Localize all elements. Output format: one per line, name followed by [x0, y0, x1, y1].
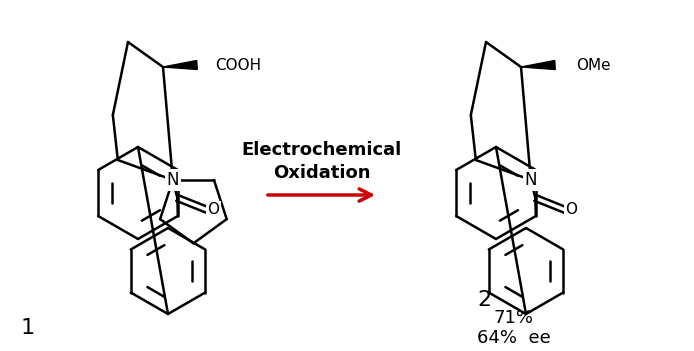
Text: N: N [167, 171, 179, 189]
Text: Electrochemical: Electrochemical [242, 141, 402, 159]
Text: N: N [525, 171, 537, 189]
Text: Oxidation: Oxidation [273, 164, 371, 182]
Text: OMe: OMe [576, 58, 611, 73]
Text: N: N [525, 171, 537, 189]
Text: O: O [208, 203, 219, 218]
Text: 1: 1 [21, 318, 35, 338]
Polygon shape [521, 60, 555, 69]
Text: N: N [167, 171, 179, 189]
Text: 2: 2 [477, 290, 491, 310]
Text: O: O [566, 203, 577, 218]
Text: 64%  ee: 64% ee [477, 329, 551, 347]
Polygon shape [163, 60, 197, 69]
Text: COOH: COOH [215, 58, 261, 73]
Text: 71%: 71% [494, 309, 534, 327]
